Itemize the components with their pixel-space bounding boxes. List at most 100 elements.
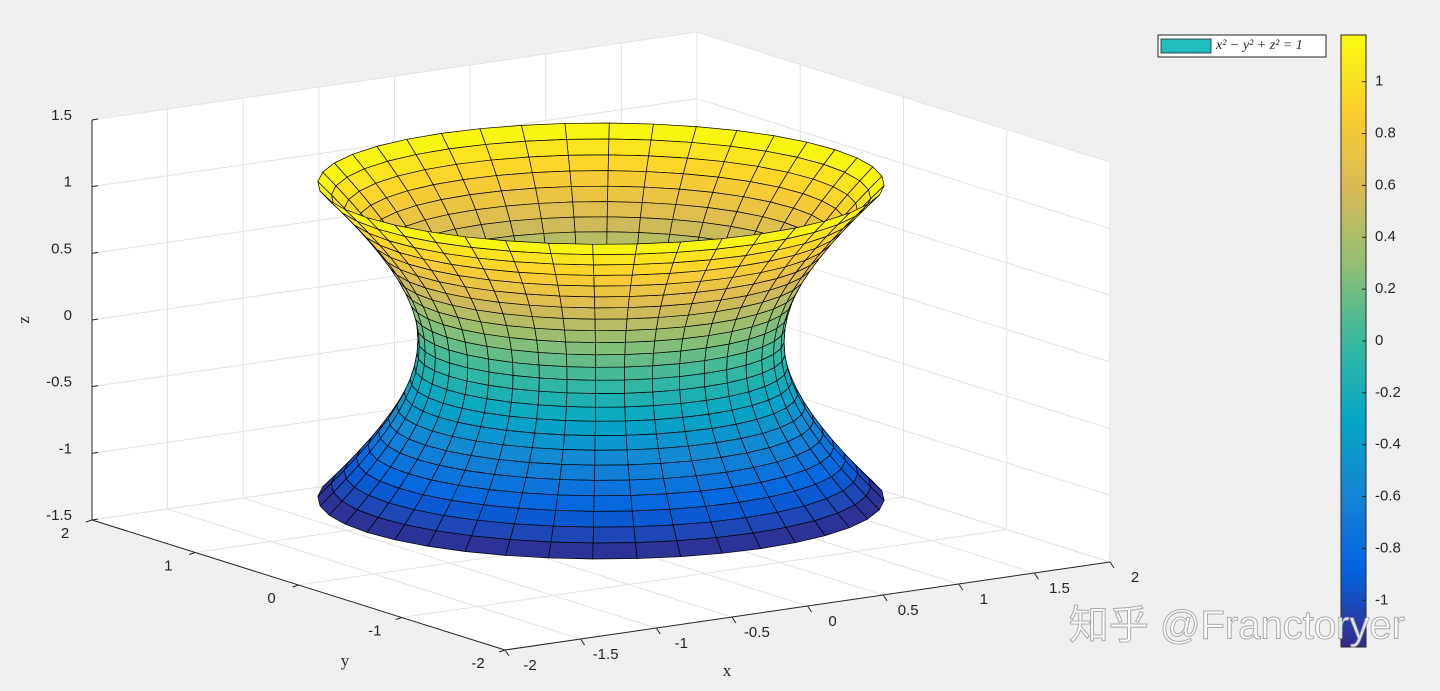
surface-patch xyxy=(654,417,686,435)
surface-patch xyxy=(562,318,596,332)
surface-patch xyxy=(555,274,595,287)
colorbar xyxy=(1340,34,1367,648)
surface-patch xyxy=(567,154,609,172)
surface-patch xyxy=(606,216,641,233)
surface-patch xyxy=(534,418,566,436)
surface-patch xyxy=(630,273,671,287)
surface-patch xyxy=(594,318,628,332)
grid-line xyxy=(696,98,1111,230)
surface-patch xyxy=(529,447,564,465)
surface-patch xyxy=(566,379,596,394)
surface-patch xyxy=(593,285,632,298)
surface-patch xyxy=(594,449,629,466)
surface-patch xyxy=(593,274,633,287)
surface-patch xyxy=(650,123,697,143)
tick-mark xyxy=(395,617,402,620)
surface-patch xyxy=(569,170,609,187)
surface-patch xyxy=(630,493,671,512)
surface-patch xyxy=(608,138,652,157)
surface-patch xyxy=(592,243,638,255)
y-axis xyxy=(91,519,506,651)
surface-patch xyxy=(538,201,575,219)
surface-patch xyxy=(624,391,654,408)
surface-patch xyxy=(561,306,596,320)
surface-patch xyxy=(625,433,659,451)
surface-patch xyxy=(627,294,664,308)
x-tick-label: -2 xyxy=(523,657,536,674)
x-tick-label: 0.5 xyxy=(898,602,919,619)
surface-patch xyxy=(595,392,626,408)
z-tick-label: 0 xyxy=(64,307,72,324)
surface-patch xyxy=(608,122,654,141)
surface-patch xyxy=(505,203,542,222)
tick-mark xyxy=(580,638,586,646)
tick-mark xyxy=(498,649,506,653)
surface-patch xyxy=(528,154,571,173)
surface-patch xyxy=(535,186,574,204)
surface-patch xyxy=(595,379,625,394)
surface-patch xyxy=(655,431,689,449)
tick-mark xyxy=(655,627,661,635)
surface-patch xyxy=(633,524,678,543)
tick-mark xyxy=(189,552,196,555)
surface-patch xyxy=(628,283,667,297)
surface-patch xyxy=(592,526,636,544)
surface-patch xyxy=(548,541,594,560)
surface-patch xyxy=(594,434,628,451)
surface-patch xyxy=(538,364,568,380)
surface-patch xyxy=(595,341,626,356)
surface-patch xyxy=(624,340,656,355)
surface-patch xyxy=(564,420,596,436)
surface-patch xyxy=(561,449,596,466)
surface-patch xyxy=(640,202,677,220)
y-tick-label: 2 xyxy=(61,525,69,542)
surface-patch xyxy=(501,187,539,207)
surface-patch xyxy=(624,328,657,343)
surface-patch xyxy=(652,389,682,407)
tick-mark xyxy=(91,185,99,188)
annotations: -2-1.5-1-0.500.511.52-2-1012-1.5-1-0.500… xyxy=(14,34,1406,680)
colorbar-tick-label: 0 xyxy=(1375,332,1383,349)
colorbar-tick-label: -0.4 xyxy=(1375,436,1401,453)
surface-patch xyxy=(627,463,664,481)
surface-patch xyxy=(566,138,610,156)
surface-patch xyxy=(464,535,511,556)
surface-patch xyxy=(607,185,645,203)
surface-patch xyxy=(553,510,595,528)
surface-patch xyxy=(638,217,673,235)
surface-patch xyxy=(518,492,559,511)
tick-mark xyxy=(1033,572,1039,580)
surface-patch xyxy=(624,419,657,436)
surface-patch xyxy=(557,284,595,298)
surface-patch xyxy=(624,405,656,422)
surface-patch xyxy=(505,539,552,559)
surface-patch xyxy=(522,477,561,496)
surface-patch xyxy=(550,253,594,266)
tick-mark xyxy=(91,385,99,388)
surface-patch xyxy=(592,253,636,266)
surface-patch xyxy=(559,295,596,309)
x-tick-label: 1 xyxy=(980,591,988,608)
surface-patch xyxy=(509,218,545,237)
colorbar-tick-label: -0.8 xyxy=(1375,539,1401,556)
surface-patch xyxy=(592,542,638,560)
surface-patch xyxy=(594,330,627,343)
x-tick-label: -1.5 xyxy=(593,646,619,663)
surface-patch xyxy=(593,495,633,512)
surface-patch xyxy=(566,353,596,368)
colorbar-tick-label: 0.8 xyxy=(1375,125,1396,142)
x-tick-label: 2 xyxy=(1131,569,1139,586)
surface-patch xyxy=(645,155,688,175)
surface-patch xyxy=(631,509,674,528)
y-tick-label: 1 xyxy=(164,557,172,574)
colorbar-tick-label: 1 xyxy=(1375,73,1383,90)
surface-patch xyxy=(594,464,630,481)
grid-line xyxy=(91,31,698,121)
surface-patch xyxy=(550,525,594,544)
surface-patch xyxy=(531,432,565,450)
tick-mark xyxy=(91,318,99,321)
surface-patch xyxy=(676,537,723,558)
surface-patch xyxy=(635,241,681,255)
surface-patch xyxy=(490,156,533,176)
surface-patch xyxy=(607,170,647,188)
